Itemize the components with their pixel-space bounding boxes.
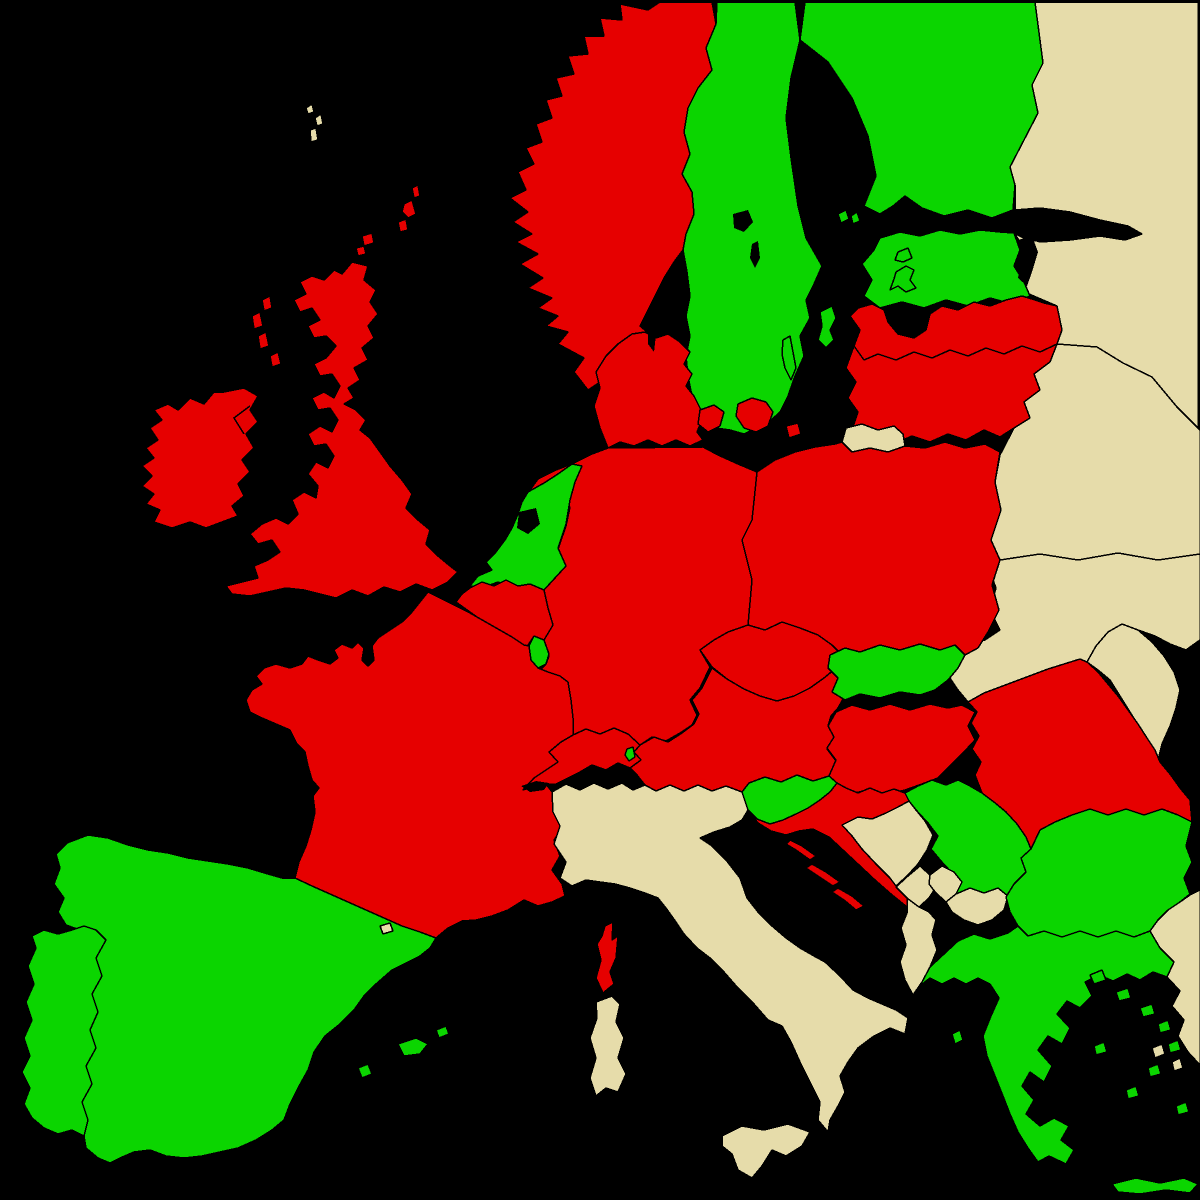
country-estonia (861, 229, 1031, 309)
country-austria (629, 655, 851, 793)
island-saaremaa (889, 265, 917, 293)
country-kaliningrad (841, 423, 906, 453)
croatia-islands (785, 839, 865, 911)
lake-geneva (521, 781, 549, 792)
island-sardinia (589, 995, 627, 1097)
greece-islands (951, 969, 1190, 1116)
island-oland (781, 335, 797, 381)
country-turkey (1149, 889, 1200, 1066)
country-faroe-islands (305, 103, 324, 143)
country-bosnia (841, 800, 934, 887)
island-gotland (817, 305, 837, 349)
country-moldova (1086, 623, 1181, 761)
island-crete (1111, 1177, 1199, 1195)
island-sicily (721, 1123, 811, 1179)
island-bornholm (785, 422, 802, 439)
lake-vanern (733, 210, 753, 232)
country-portugal (21, 925, 107, 1137)
country-slovakia (827, 643, 966, 701)
shetland-islands (397, 184, 421, 233)
lake-peipus (1018, 236, 1038, 286)
country-united-kingdom (225, 261, 459, 599)
island-ibiza (357, 1063, 373, 1079)
country-ireland (141, 387, 259, 529)
gulf-of-finland-head (1013, 210, 1140, 242)
country-greece (912, 925, 1175, 1165)
turkey-islands (1151, 1043, 1184, 1072)
island-corsica (595, 921, 619, 994)
country-denmark (593, 331, 704, 449)
aland-islands (837, 209, 861, 225)
country-finland (799, 1, 1044, 219)
country-luxembourg (528, 635, 550, 669)
hebrides-islands (251, 295, 282, 368)
orkney-islands (355, 232, 375, 257)
island-zealand (735, 397, 774, 433)
oslofjord (648, 326, 657, 352)
country-andorra (379, 922, 394, 935)
country-north-macedonia (945, 887, 1009, 926)
country-liechtenstein (624, 746, 636, 762)
island-mallorca (397, 1037, 429, 1057)
country-switzerland (522, 727, 642, 791)
island-menorca (435, 1025, 450, 1039)
island-funen (697, 404, 725, 433)
lake-vattern (750, 241, 760, 268)
island-hiiumaa (894, 247, 913, 263)
northern-ireland-border (232, 405, 251, 435)
ijsselmeer (517, 508, 540, 534)
